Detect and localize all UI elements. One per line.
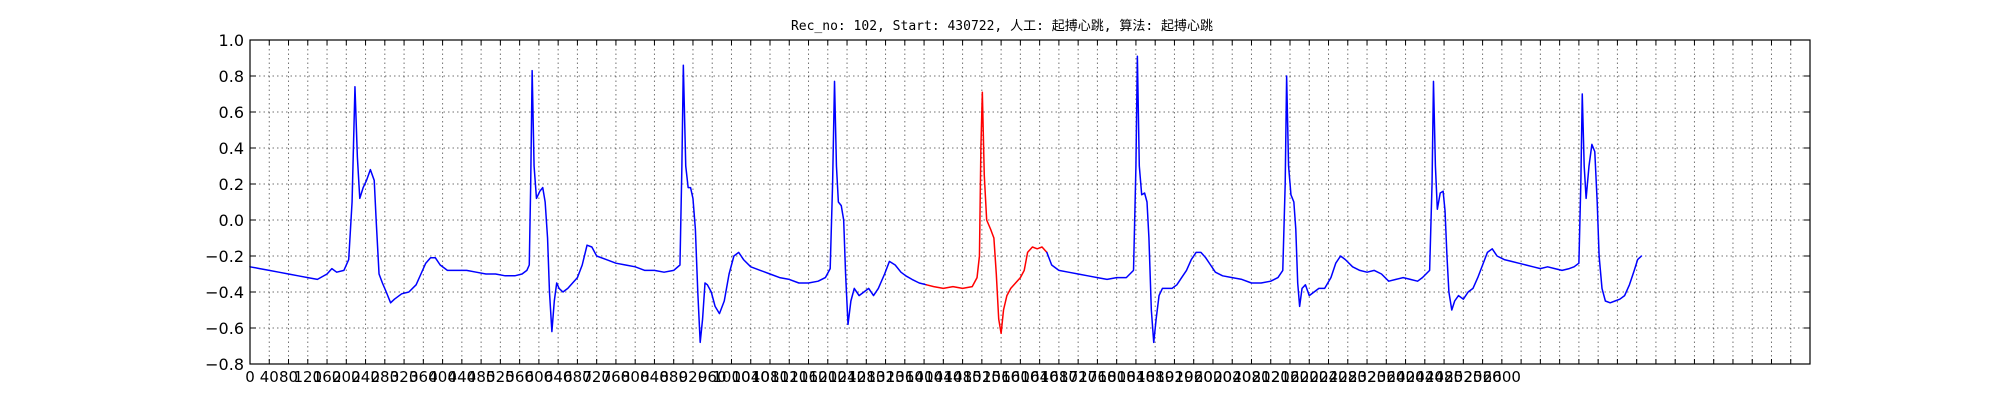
x-tick-label: 200	[332, 368, 361, 386]
y-tick-label: 0.8	[219, 67, 244, 86]
ecg-segment-3	[1046, 55, 1643, 344]
x-tick-label: 1880	[1136, 368, 1174, 386]
y-tick-label: −0.2	[205, 247, 244, 266]
x-axis-ticks: 0 40 8012016020024028032036040044048052056…	[245, 40, 1811, 386]
x-tick-label: 1680	[1040, 368, 1078, 386]
y-tick-label: −0.4	[205, 283, 244, 302]
y-tick-label: 0.4	[219, 139, 244, 158]
x-tick-label: 1080	[751, 368, 789, 386]
x-tick-label: 2360	[1367, 368, 1405, 386]
x-tick-label: 480	[467, 368, 496, 386]
x-tick-label: 1960	[1175, 368, 1213, 386]
x-tick-label: 1800	[1098, 368, 1136, 386]
x-tick-label: 440	[448, 368, 477, 386]
grid-lines	[249, 39, 1811, 365]
x-tick-label: 240	[351, 368, 380, 386]
x-tick-label: 560	[505, 368, 534, 386]
x-tick-label: 2200	[1290, 368, 1328, 386]
x-tick-label: 1000	[712, 368, 750, 386]
x-tick-label: 800	[621, 368, 650, 386]
x-tick-label: 2320	[1348, 368, 1386, 386]
x-tick-label: 2040	[1213, 368, 1251, 386]
x-tick-label: 1280	[847, 368, 885, 386]
ecg-segment-1	[249, 64, 928, 344]
x-tick-label: 400	[428, 368, 457, 386]
y-tick-label: 0.2	[219, 175, 244, 194]
x-tick-label: 1600	[1001, 368, 1039, 386]
x-tick-label: 2120	[1252, 368, 1290, 386]
x-tick-label: 280	[370, 368, 399, 386]
x-tick-label: 880	[659, 368, 688, 386]
x-tick-label: 1400	[905, 368, 943, 386]
x-tick-label: 2240	[1309, 368, 1347, 386]
y-tick-label: 0.6	[219, 103, 244, 122]
x-tick-label: 80	[279, 368, 298, 386]
x-tick-label: 1480	[943, 368, 981, 386]
y-tick-label: −0.6	[205, 319, 244, 338]
x-tick-label: 600	[525, 368, 554, 386]
plot-frame	[249, 39, 1811, 365]
x-tick-label: 1320	[866, 368, 904, 386]
x-tick-label: 40	[260, 368, 279, 386]
ecg-segment-2	[925, 91, 1048, 335]
x-tick-label: 2080	[1232, 368, 1270, 386]
x-tick-label: 1760	[1078, 368, 1116, 386]
x-tick-label: 1560	[982, 368, 1020, 386]
x-tick-label: 1720	[1059, 368, 1097, 386]
x-tick-label: 360	[409, 368, 438, 386]
x-tick-label: 1640	[1021, 368, 1059, 386]
ecg-trace	[249, 55, 1643, 344]
x-tick-label: 1920	[1155, 368, 1193, 386]
x-tick-label: 2560	[1463, 368, 1501, 386]
x-tick-label: 2440	[1406, 368, 1444, 386]
x-tick-label: 1440	[924, 368, 962, 386]
x-tick-label: 2480	[1425, 368, 1463, 386]
y-tick-label: 0.0	[219, 211, 244, 230]
x-tick-label: 1120	[770, 368, 808, 386]
x-tick-label: 1200	[809, 368, 847, 386]
x-tick-label: 2600	[1483, 368, 1521, 386]
x-tick-label: 160	[313, 368, 342, 386]
x-tick-label: 0	[245, 368, 255, 386]
x-tick-label: 2280	[1329, 368, 1367, 386]
x-tick-label: 120	[293, 368, 322, 386]
x-tick-label: 680	[563, 368, 592, 386]
x-tick-label: 920	[679, 368, 708, 386]
y-tick-label: 1.0	[219, 31, 244, 50]
x-tick-label: 1160	[789, 368, 827, 386]
x-tick-label: 960	[698, 368, 727, 386]
x-tick-label: 1240	[828, 368, 866, 386]
x-tick-label: 320	[390, 368, 419, 386]
x-tick-label: 2400	[1386, 368, 1424, 386]
x-tick-label: 640	[544, 368, 573, 386]
y-axis-ticks: 1.0 0.8 0.6 0.4 0.2 0.0 −0.2 −0.4 −0.6 −0.8	[205, 31, 1810, 374]
x-tick-label: 2520	[1444, 368, 1482, 386]
x-tick-label: 520	[486, 368, 515, 386]
x-tick-label: 1360	[886, 368, 924, 386]
x-tick-label: 840	[640, 368, 669, 386]
x-tick-label: 2160	[1271, 368, 1309, 386]
x-tick-label: 1520	[963, 368, 1001, 386]
x-tick-label: 760	[602, 368, 631, 386]
x-tick-label: 1840	[1117, 368, 1155, 386]
x-tick-label: 2000	[1194, 368, 1232, 386]
y-tick-label: −0.8	[205, 355, 244, 374]
x-tick-label: 720	[582, 368, 611, 386]
x-tick-label: 1040	[732, 368, 770, 386]
chart-title: Rec_no: 102, Start: 430722, 人工: 起搏心跳, 算法…	[791, 18, 1213, 34]
